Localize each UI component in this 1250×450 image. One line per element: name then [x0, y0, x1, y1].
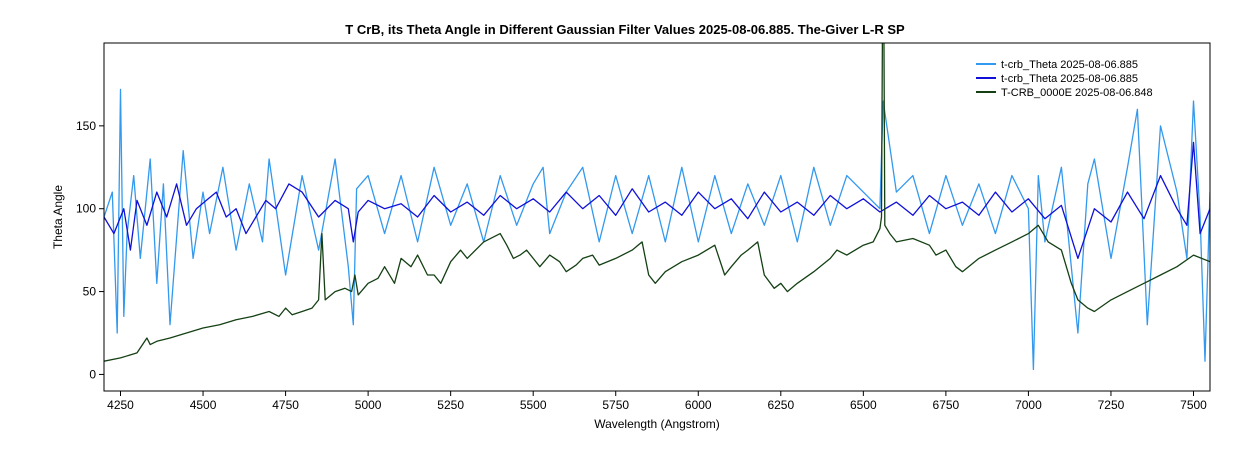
y-axis-label: Theta Angle	[51, 185, 65, 249]
legend-label-3: T-CRB_0000E 2025-08-06.848	[1001, 87, 1153, 99]
series-line-2	[104, 141, 1210, 260]
chart-title: T CrB, its Theta Angle in Different Gaus…	[345, 22, 905, 37]
x-tick-label: 5500	[520, 398, 547, 412]
x-tick-label: 4250	[107, 398, 134, 412]
y-axis: 0 50 100 150	[76, 119, 104, 381]
legend-label-2: t-crb_Theta 2025-08-06.885	[1001, 73, 1138, 85]
series-line-1	[104, 88, 1210, 371]
series-group	[104, 43, 1210, 371]
x-tick-label: 7250	[1098, 398, 1125, 412]
plot-frame	[103, 42, 1211, 392]
x-axis-label: Wavelength (Angstrom)	[594, 417, 720, 431]
x-tick-label: 4750	[272, 398, 299, 412]
x-tick-label: 6000	[685, 398, 712, 412]
x-tick-label: 7000	[1015, 398, 1042, 412]
x-tick-label: 7500	[1180, 398, 1207, 412]
x-tick-label: 5750	[602, 398, 629, 412]
x-tick-label: 4500	[190, 398, 217, 412]
legend-label-1: t-crb_Theta 2025-08-06.885	[1001, 59, 1138, 71]
x-tick-label: 5250	[437, 398, 464, 412]
y-tick-label: 150	[76, 119, 96, 133]
y-tick-label: 50	[83, 285, 97, 299]
x-tick-label: 6750	[933, 398, 960, 412]
y-tick-label: 0	[89, 367, 96, 381]
x-axis: 4250 4500 4750 5000 5250 5500 5750 6000 6250 6500…	[107, 391, 1207, 412]
x-tick-label: 6500	[850, 398, 877, 412]
y-tick-label: 100	[76, 202, 96, 216]
x-tick-label: 5000	[355, 398, 382, 412]
series-line-3	[104, 43, 1210, 362]
legend: t-crb_Theta 2025-08-06.885 t-crb_Theta 20…	[976, 59, 1153, 99]
x-tick-label: 6250	[767, 398, 794, 412]
